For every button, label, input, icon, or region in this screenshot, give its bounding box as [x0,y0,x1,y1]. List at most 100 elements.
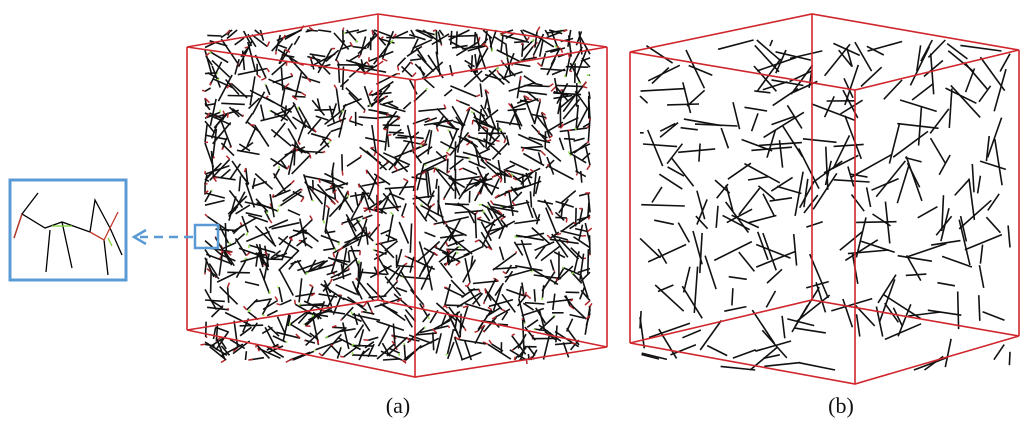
fiber [331,169,335,194]
fiber [449,131,470,156]
fiber [322,150,326,154]
fiber [413,194,431,209]
fiber [204,41,216,49]
fiber [501,71,523,80]
fiber [547,163,550,167]
fiber [453,175,482,182]
fiber [725,184,734,212]
fiber [380,38,395,44]
fiber [266,41,271,47]
fiber [927,309,962,316]
fiber [273,122,286,138]
fiber [315,339,343,351]
fiber [325,327,347,339]
fiber [362,191,371,210]
fiber [805,280,829,289]
fiber [362,310,375,315]
fiber [855,314,861,337]
fiber [288,322,292,326]
fiber [570,271,583,284]
fiber [359,36,367,56]
fiber [338,109,347,138]
fiber [580,289,591,302]
fiber [341,215,364,225]
fiber [670,344,697,356]
fiber [270,157,287,169]
fiber [683,118,722,127]
fiber [409,288,425,306]
fiber [578,224,584,240]
fiber [510,103,523,127]
fiber [521,282,525,296]
fiber [244,281,260,287]
fiber [491,48,494,52]
fiber [577,81,581,85]
fiber [435,178,438,189]
fiber [498,223,506,239]
fiber [382,192,400,212]
fiber [400,65,413,78]
fiber [292,350,315,361]
fiber [562,92,578,113]
fiber [553,314,556,317]
fiber [373,29,393,38]
fiber [930,239,961,246]
fiber [227,195,248,215]
fiber [479,83,483,98]
fiber [204,124,208,143]
fiber [491,343,504,352]
fiber [351,352,354,356]
fiber [254,225,277,247]
fiber [373,42,391,65]
fiber [560,230,582,237]
fiber [985,135,990,162]
fiber [716,183,729,199]
fiber [355,277,375,302]
fiber [916,45,922,72]
fiber [248,214,269,223]
fiber [750,113,759,132]
fiber [521,319,525,350]
fiber [207,306,229,311]
fiber [432,328,438,334]
fiber [424,129,431,144]
fiber [311,99,326,116]
fiber [553,251,566,259]
fiber [486,207,494,219]
fiber [994,138,1003,186]
fiber [573,251,580,273]
fiber [536,62,543,68]
fiber [342,297,364,308]
fiber [501,293,516,313]
fiber [763,111,805,139]
fiber [883,79,903,100]
fiber [241,215,249,233]
fiber [575,104,579,131]
fiber [483,43,489,49]
fiber [366,32,376,49]
fiber [224,311,251,326]
fiber [576,215,591,221]
fiber [270,128,292,147]
fiber [391,165,410,174]
fiber [477,321,484,332]
fiber [548,135,553,139]
fiber [393,293,396,295]
fiber [280,87,286,107]
fiber [472,112,481,130]
fiber [572,306,587,320]
fiber [342,322,350,350]
fiber [755,250,795,268]
fiber [292,95,306,98]
fiber [204,97,210,104]
fiber [483,301,486,305]
fiber [366,61,370,66]
fiber [586,140,590,144]
fiber [401,359,407,364]
fiber [471,120,474,125]
fiber [492,286,503,312]
fiber [762,193,776,217]
fiber [531,38,535,42]
fiber [354,324,365,339]
fiber [251,34,268,48]
